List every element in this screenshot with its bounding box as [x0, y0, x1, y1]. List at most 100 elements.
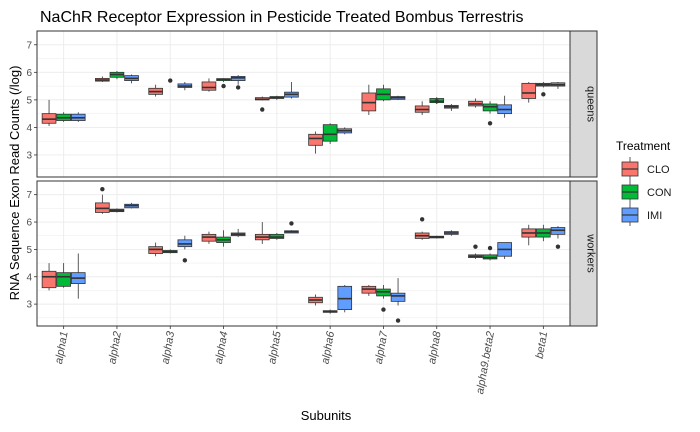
- y-tick-label: 5: [26, 95, 32, 106]
- legend-label: CLO: [647, 164, 670, 176]
- box-CON-alpha4: [216, 78, 231, 82]
- box-CLO-alpha4: [201, 231, 217, 244]
- x-tick-label: alpha3: [160, 330, 178, 365]
- box-IMI-alpha6: [337, 127, 353, 135]
- x-tick-label: alpha2: [106, 330, 124, 365]
- y-tick-label: 4: [26, 123, 32, 134]
- box-iqr: [390, 292, 406, 302]
- box-CLO-alpha3: [148, 84, 163, 97]
- outlier-point: [289, 221, 294, 226]
- box-IMI-alpha5: [284, 81, 299, 99]
- y-tick-label: 4: [26, 272, 32, 283]
- box-CLO-alpha6: [308, 131, 323, 154]
- box-CLO-alpha9.beta2: [468, 253, 483, 259]
- y-axis-title: RNA Sequence Exon Read Counts (/log): [7, 66, 22, 301]
- x-axis-title: Subunits: [301, 408, 352, 423]
- legend-label: IMI: [647, 210, 662, 222]
- y-tick-label: 3: [26, 150, 32, 161]
- box-CLO-alpha9.beta2: [468, 98, 483, 108]
- y-tick-label: 7: [26, 40, 32, 51]
- y-tick-label: 6: [26, 218, 32, 229]
- outlier-point: [487, 245, 493, 251]
- box-CLO-alpha1: [41, 99, 57, 127]
- box-IMI-alpha8: [444, 230, 459, 236]
- box-CLO-alpha6: [308, 294, 323, 306]
- x-tick-label: alpha5: [266, 330, 284, 365]
- box-CLO-beta1: [521, 224, 537, 246]
- panel-workers: 3 4 5 6 7 workers: [26, 180, 598, 327]
- box-IMI-alpha9.beta2: [497, 95, 512, 118]
- box-IMI-alpha1: [70, 253, 86, 299]
- outlier-point: [395, 318, 401, 323]
- outlier-point: [100, 187, 105, 192]
- box-CON-alpha7: [376, 84, 391, 102]
- box-CLO-alpha7: [361, 84, 377, 116]
- legend: Treatment CLO CON IMI: [616, 139, 672, 226]
- box-IMI-beta1: [550, 81, 566, 89]
- box-CON-beta1: [536, 81, 551, 88]
- box-CLO-alpha5: [254, 96, 270, 101]
- box-CLO-alpha4: [201, 78, 217, 92]
- x-tick-label: alpha7: [373, 330, 391, 365]
- y-tick-label: 5: [26, 245, 32, 256]
- box-IMI-alpha1: [70, 112, 86, 122]
- box-CON-alpha1: [56, 112, 71, 122]
- x-tick-label: beta1: [534, 330, 551, 359]
- outlier-point: [221, 83, 226, 89]
- outlier-point: [260, 107, 265, 112]
- facet-strip: [569, 30, 598, 178]
- legend-item-CON: CON: [621, 180, 672, 203]
- box-CON-alpha6: [322, 309, 338, 314]
- box-CON-alpha9.beta2: [482, 253, 498, 261]
- box-CLO-alpha7: [361, 284, 377, 296]
- box-IMI-alpha9.beta2: [497, 242, 512, 259]
- outlier-point: [235, 85, 241, 90]
- facet-strip-label: workers: [585, 233, 597, 273]
- box-IMI-alpha3: [177, 81, 193, 91]
- box-CON-alpha2: [109, 70, 125, 80]
- box-iqr: [56, 272, 71, 287]
- box-CON-alpha7: [376, 284, 391, 299]
- outlier-point: [381, 307, 386, 312]
- box-CLO-alpha5: [254, 222, 270, 244]
- box-IMI-alpha7: [390, 95, 406, 100]
- y-tick-label: 3: [26, 300, 32, 311]
- outlier-point: [419, 217, 425, 222]
- box-IMI-alpha4: [230, 228, 246, 238]
- box-IMI-alpha3: [177, 235, 193, 250]
- box-iqr: [322, 124, 338, 142]
- x-tick-label: alpha4: [213, 330, 231, 365]
- panel-queens: 3 4 5 6 7 queens: [26, 30, 598, 178]
- outlier-point: [182, 258, 188, 263]
- box-CON-alpha4: [216, 230, 231, 247]
- facet-strip: [569, 180, 598, 327]
- box-CON-alpha6: [322, 123, 338, 144]
- box-CON-alpha9.beta2: [482, 101, 498, 114]
- box-iqr: [201, 81, 217, 91]
- box-CLO-alpha2: [95, 76, 110, 82]
- facet-strip-label: queens: [585, 86, 597, 123]
- box-IMI-alpha7: [390, 278, 406, 306]
- box-CON-alpha5: [269, 95, 285, 100]
- box-CON-beta1: [536, 224, 551, 242]
- box-CLO-alpha8: [414, 101, 430, 116]
- box-CON-alpha1: [56, 263, 71, 288]
- box-CLO-alpha3: [148, 242, 163, 257]
- box-IMI-alpha2: [124, 74, 139, 84]
- box-iqr: [41, 270, 57, 289]
- legend-item-IMI: IMI: [621, 203, 662, 226]
- x-tick-label: alpha1: [53, 330, 71, 365]
- y-tick-label: 6: [26, 68, 32, 79]
- chart-title: NaChR Receptor Expression in Pesticide T…: [40, 9, 523, 26]
- box-CON-alpha8: [429, 235, 445, 239]
- outlier-point: [168, 78, 173, 83]
- box-iqr: [308, 133, 323, 146]
- box-CLO-alpha8: [414, 231, 430, 240]
- box-IMI-beta1: [550, 226, 566, 239]
- box-IMI-alpha5: [284, 230, 299, 234]
- box-IMI-alpha2: [124, 202, 139, 209]
- outlier-point: [555, 244, 561, 249]
- legend-item-CLO: CLO: [621, 157, 670, 180]
- x-tick-label: alpha9.beta2: [474, 330, 497, 395]
